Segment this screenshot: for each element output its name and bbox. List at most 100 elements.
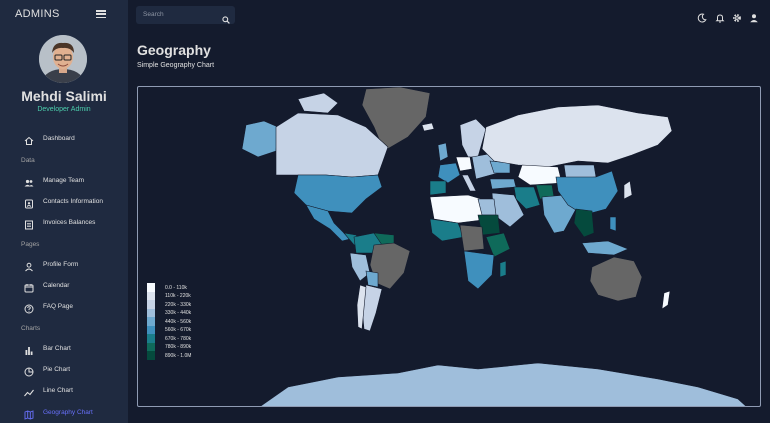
section-data: Data xyxy=(21,157,35,164)
region-central-africa xyxy=(459,224,485,252)
legend-label: 220k - 330k xyxy=(165,301,192,308)
nav-contacts-label: Contacts Information xyxy=(43,197,103,205)
region-arctic-islands xyxy=(297,92,339,114)
legend-swatch xyxy=(147,334,155,343)
legend-label: 560k - 670k xyxy=(165,327,192,333)
region-australia xyxy=(589,256,643,302)
nav-bar-chart[interactable]: Bar Chart xyxy=(24,341,124,355)
notifications-icon[interactable] xyxy=(715,10,725,23)
search-bar[interactable]: Search xyxy=(136,6,235,24)
nav-geography-chart[interactable]: Geography Chart xyxy=(24,405,124,420)
nav-geography-chart-label: Geography Chart xyxy=(43,408,93,416)
region-china xyxy=(555,170,619,216)
region-turkey xyxy=(489,178,517,190)
geography-chart[interactable]: 0.0 - 110k 110k - 220k 220k - 330k 330k … xyxy=(137,86,761,407)
legend-label: 0.0 - 110k xyxy=(165,284,187,291)
legend-swatch xyxy=(147,325,155,335)
region-spain xyxy=(429,180,447,196)
nav-manage-team[interactable]: Manage Team xyxy=(24,173,124,187)
settings-icon[interactable] xyxy=(732,10,742,22)
nav-line-chart[interactable]: Line Chart xyxy=(24,383,124,397)
nav-pie-chart[interactable]: Pie Chart xyxy=(24,362,124,377)
region-kazakhstan xyxy=(517,164,563,186)
region-southern-africa xyxy=(463,250,495,290)
nav-bar-chart-label: Bar Chart xyxy=(43,344,71,352)
section-pages: Pages xyxy=(21,241,40,248)
brand-title: ADMINS xyxy=(15,8,60,20)
world-map[interactable] xyxy=(138,87,761,407)
home-icon xyxy=(24,133,34,145)
region-antarctica xyxy=(260,362,747,406)
region-germany xyxy=(455,156,473,172)
nav-manage-team-label: Manage Team xyxy=(43,176,85,184)
legend-item: 780k - 890k xyxy=(147,342,207,352)
legend-swatch xyxy=(147,300,155,309)
region-france xyxy=(437,162,461,184)
legend-swatch xyxy=(147,283,155,292)
legend-item: 110k - 220k xyxy=(147,291,207,301)
legend-item: 440k - 560k xyxy=(147,317,207,326)
legend-label: 890k - 1.0M xyxy=(165,352,192,359)
line-chart-icon xyxy=(24,385,34,397)
pie-chart-icon xyxy=(24,364,34,377)
legend-item: 670k - 780k xyxy=(147,334,207,343)
nav-calendar[interactable]: Calendar xyxy=(24,278,124,293)
legend-swatch xyxy=(147,351,155,360)
region-indonesia xyxy=(581,240,629,256)
region-russia xyxy=(481,104,673,168)
bar-chart-icon xyxy=(24,343,34,355)
page-subtitle: Simple Geography Chart xyxy=(137,62,215,69)
legend-swatch xyxy=(147,291,155,301)
region-west-africa xyxy=(429,218,465,242)
help-icon xyxy=(24,301,34,314)
nav-faq-label: FAQ Page xyxy=(43,302,73,310)
sidebar: ADMINS Mehdi Salimi Developer Admin Dash… xyxy=(0,0,128,423)
region-peru xyxy=(349,252,371,282)
legend-label: 440k - 560k xyxy=(165,318,192,325)
user-role: Developer Admin xyxy=(37,106,91,113)
dark-mode-icon[interactable] xyxy=(697,10,707,23)
region-japan xyxy=(623,180,633,200)
menu-icon[interactable] xyxy=(96,10,106,19)
search-input[interactable]: Search xyxy=(143,11,164,18)
people-icon xyxy=(24,175,34,187)
region-madagascar xyxy=(499,260,507,278)
nav-contacts[interactable]: Contacts Information xyxy=(24,194,124,209)
nav-line-chart-label: Line Chart xyxy=(43,386,73,394)
profile-icon[interactable] xyxy=(749,10,759,23)
legend-item: 220k - 330k xyxy=(147,300,207,309)
nav-profile-form[interactable]: Profile Form xyxy=(24,257,124,272)
legend-label: 780k - 890k xyxy=(165,344,192,350)
region-east-africa xyxy=(485,232,511,258)
region-iran xyxy=(513,186,541,210)
region-canada xyxy=(275,112,389,178)
legend-item: 890k - 1.0M xyxy=(147,351,207,360)
calendar-icon xyxy=(24,280,34,293)
region-italy xyxy=(461,174,477,192)
nav-dashboard[interactable]: Dashboard xyxy=(24,131,124,145)
region-chile xyxy=(356,284,367,330)
receipt-icon xyxy=(24,217,34,230)
region-bolivia xyxy=(365,270,379,288)
region-scandinavia xyxy=(459,118,487,158)
region-usa xyxy=(293,174,383,214)
legend-swatch xyxy=(147,308,155,318)
nav-invoices[interactable]: Invoices Balances xyxy=(24,215,124,230)
legend-item: 560k - 670k xyxy=(147,325,207,335)
region-alaska xyxy=(241,120,279,158)
section-charts: Charts xyxy=(21,325,41,332)
nav-faq[interactable]: FAQ Page xyxy=(24,299,124,314)
person-icon xyxy=(24,259,34,272)
legend-label: 110k - 220k xyxy=(165,293,191,299)
nav-pie-chart-label: Pie Chart xyxy=(43,365,71,373)
map-icon xyxy=(24,407,34,420)
user-name: Mehdi Salimi xyxy=(21,88,107,104)
contacts-icon xyxy=(24,196,34,209)
legend-item: 330k - 440k xyxy=(147,308,207,318)
search-icon[interactable] xyxy=(222,11,230,29)
legend-label: 670k - 780k xyxy=(165,335,192,342)
legend-swatch xyxy=(147,317,155,326)
region-new-zealand xyxy=(661,290,671,310)
avatar xyxy=(39,35,87,83)
brand-row: ADMINS xyxy=(0,0,128,30)
